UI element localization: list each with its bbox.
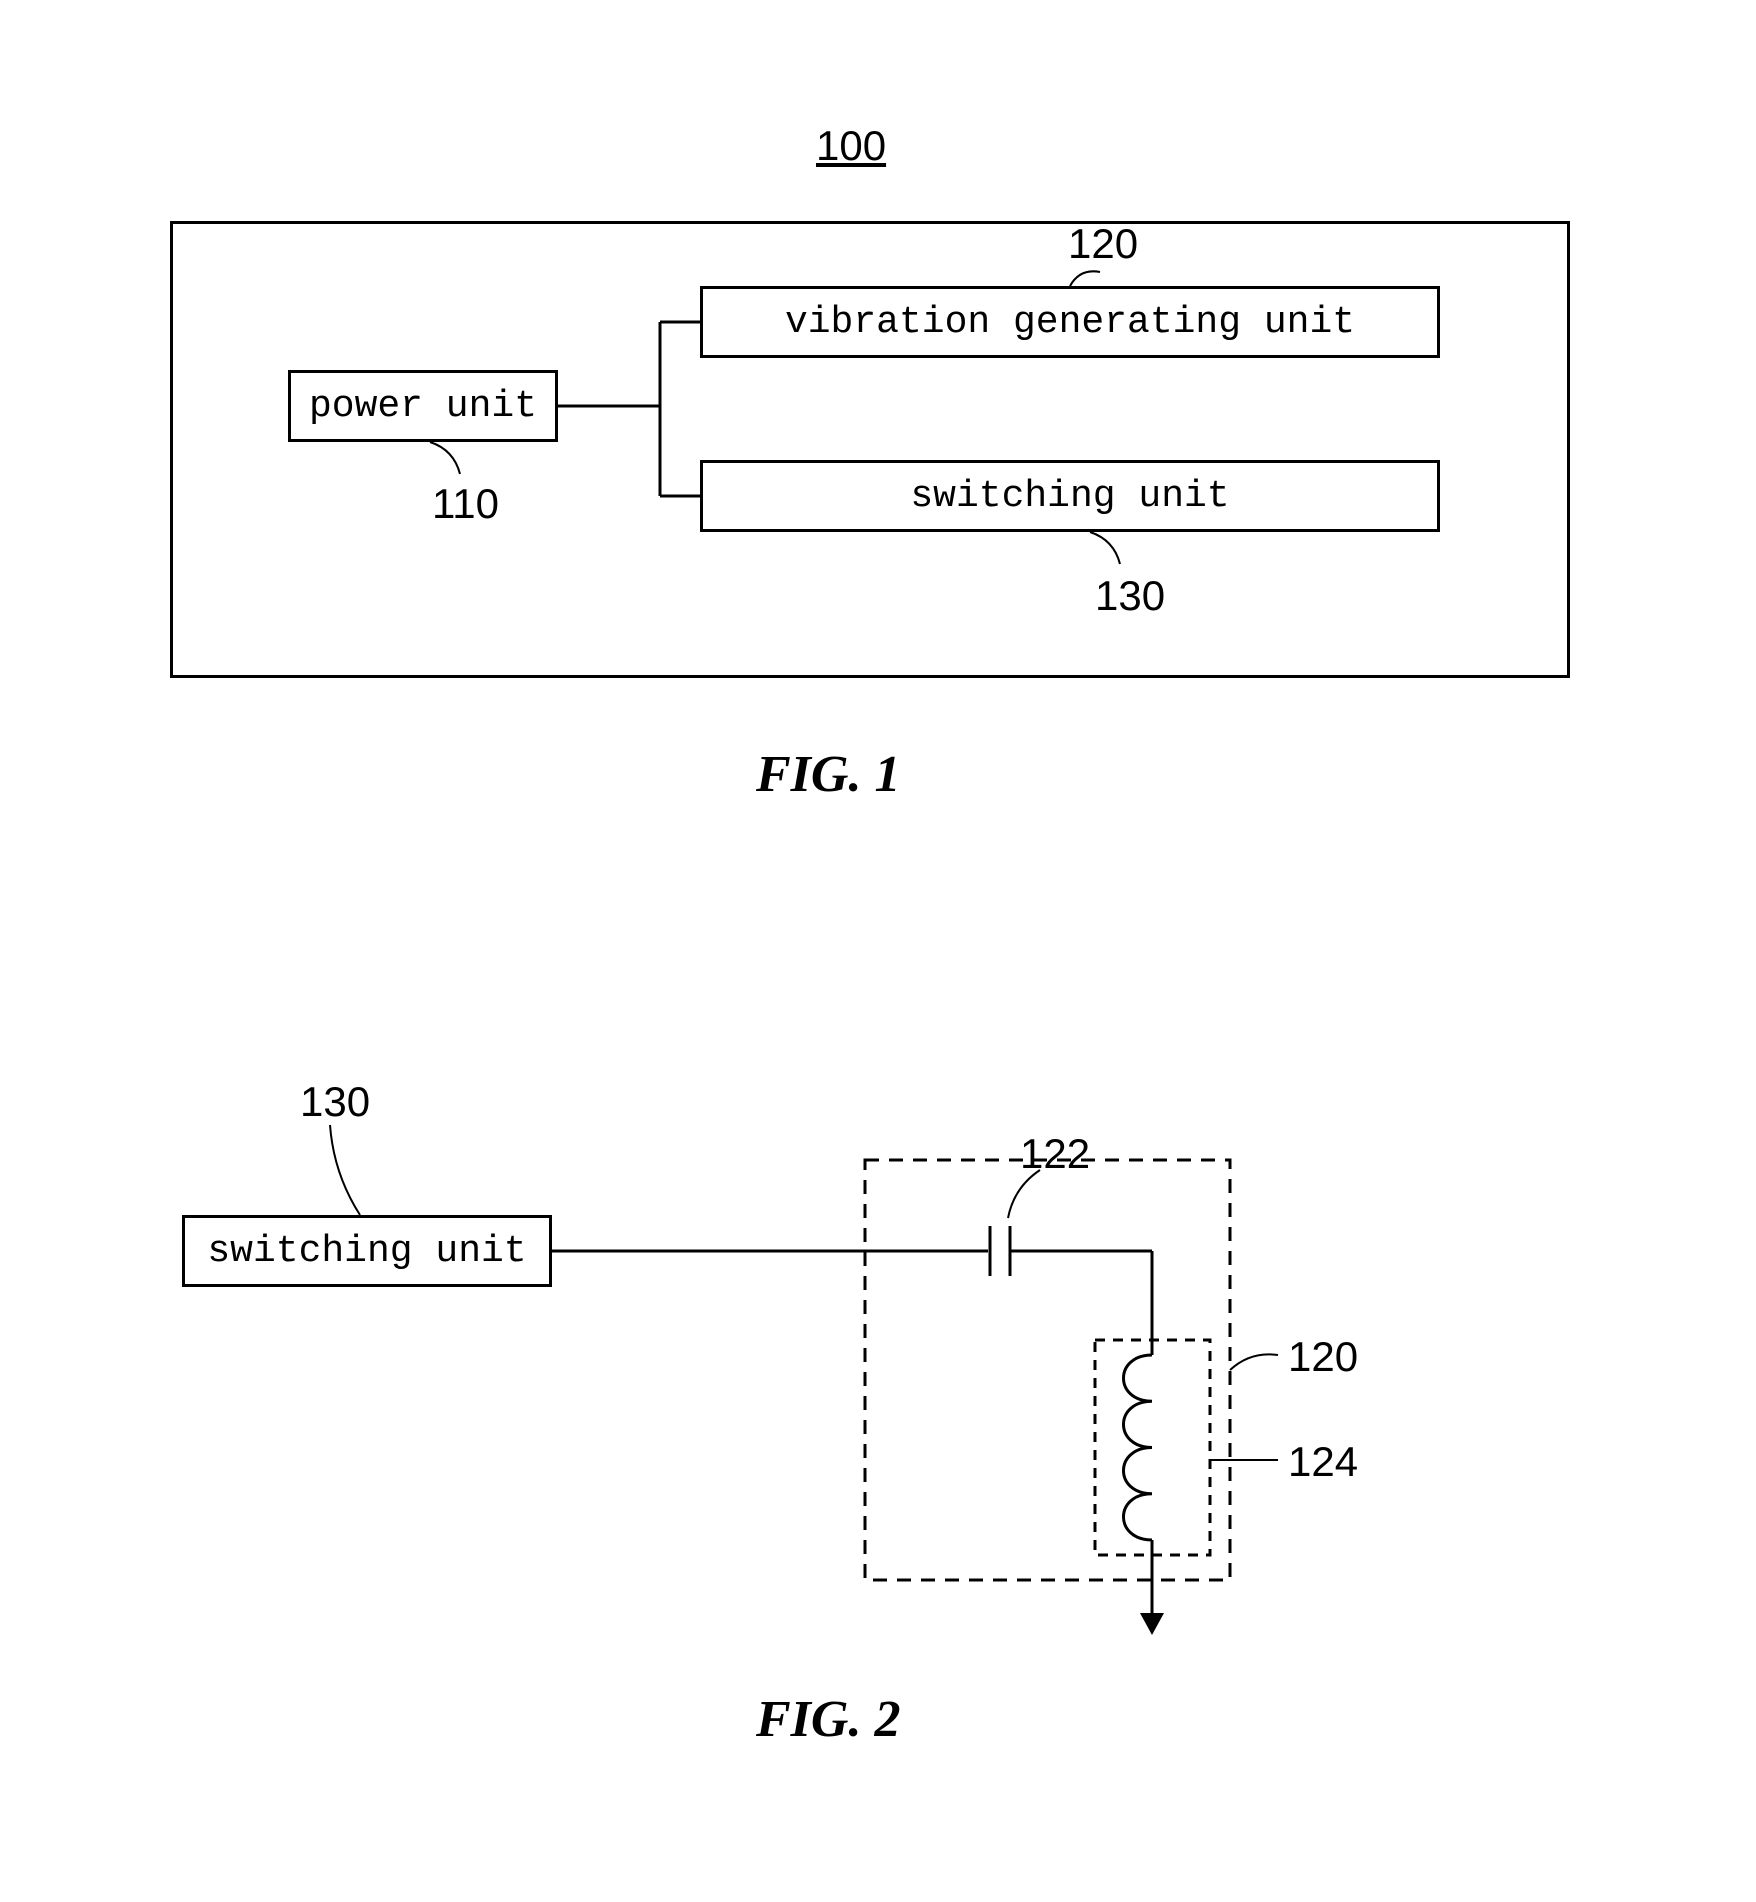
switching-unit-box-fig2: switching unit	[182, 1215, 552, 1287]
system-ref-label: 100	[816, 122, 886, 170]
power-unit-label: power unit	[309, 385, 537, 428]
fig1-caption: FIG. 1	[756, 745, 900, 804]
ref-130-label-fig2: 130	[300, 1078, 370, 1126]
ref-120-label-fig2: 120	[1288, 1333, 1358, 1381]
ref-122-label: 122	[1020, 1130, 1090, 1178]
ref-124-label: 124	[1288, 1438, 1358, 1486]
vibration-unit-box: vibration generating unit	[700, 286, 1440, 358]
vibration-unit-label: vibration generating unit	[785, 301, 1355, 344]
switching-unit-label-fig1: switching unit	[910, 475, 1229, 518]
fig2-caption: FIG. 2	[756, 1690, 900, 1749]
power-unit-box: power unit	[288, 370, 558, 442]
ref-120-label: 120	[1068, 220, 1138, 268]
ref-110-label: 110	[432, 480, 499, 528]
switching-unit-label-fig2: switching unit	[207, 1230, 526, 1273]
page-container: 100 power unit vibration generating unit…	[0, 0, 1756, 1902]
ref-130-label-fig1: 130	[1095, 572, 1165, 620]
switching-unit-box-fig1: switching unit	[700, 460, 1440, 532]
